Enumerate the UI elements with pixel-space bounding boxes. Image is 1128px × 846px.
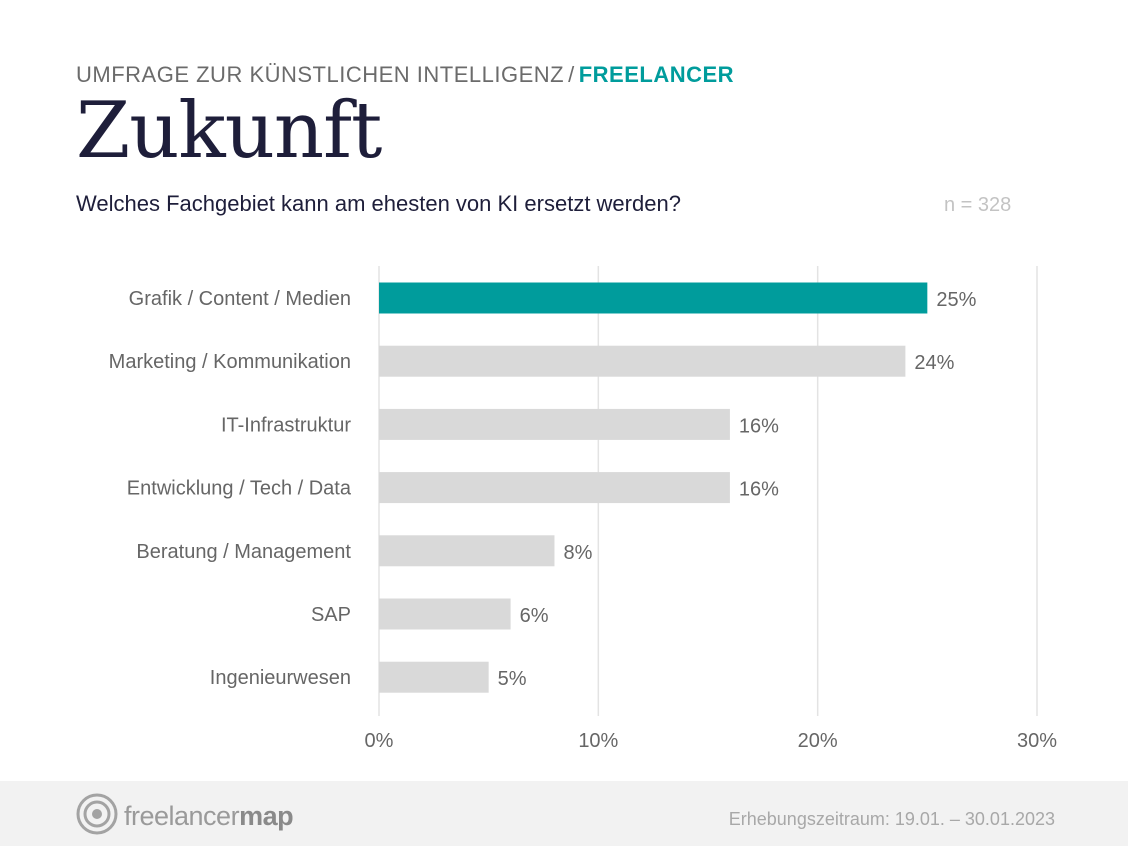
kicker-text: UMFRAGE ZUR KÜNSTLICHEN INTELLIGENZ	[76, 62, 565, 87]
category-label: Ingenieurwesen	[210, 667, 351, 689]
x-tick-label: 30%	[1017, 730, 1057, 752]
data-label: 16%	[739, 415, 779, 437]
logo-text-bold: map	[239, 801, 294, 831]
data-label: 16%	[739, 479, 779, 501]
data-label: 24%	[914, 352, 954, 374]
survey-kicker: UMFRAGE ZUR KÜNSTLICHEN INTELLIGENZ / FREE…	[76, 62, 734, 88]
bar	[379, 535, 555, 567]
category-label: Marketing / Kommunikation	[109, 351, 351, 373]
data-label: 6%	[520, 605, 549, 627]
category-label: Beratung / Management	[136, 541, 351, 563]
bar	[379, 345, 906, 377]
bar	[379, 408, 730, 440]
bar	[379, 661, 489, 693]
x-tick-label: 20%	[798, 730, 838, 752]
bar	[379, 472, 730, 504]
bar-chart: 0% 10% 20% 30% Grafik / Content / Medien 25% M…	[109, 266, 1057, 752]
chart-question: Welches Fachgebiet kann am ehesten von K…	[76, 191, 681, 216]
page-title: Zukunft	[76, 86, 382, 176]
footer-bar: freelancermap Erhebungszeitraum: 19.01. …	[0, 781, 1128, 846]
category-label: IT-Infrastruktur	[221, 414, 351, 436]
category-label: Grafik / Content / Medien	[129, 288, 351, 310]
x-tick-label: 10%	[578, 730, 618, 752]
bar	[379, 282, 928, 314]
logo-text-light: freelancer	[124, 801, 240, 831]
survey-period: Erhebungszeitraum: 19.01. – 30.01.2023	[728, 809, 1055, 829]
kicker-separator: /	[568, 62, 575, 87]
data-label: 25%	[936, 289, 976, 311]
sample-size-label: n = 328	[944, 194, 1012, 216]
freelancermap-logo-text: freelancermap	[124, 801, 294, 832]
bar	[379, 598, 511, 630]
x-tick-label: 0%	[365, 730, 394, 752]
category-label: Entwicklung / Tech / Data	[127, 478, 352, 500]
kicker-accent: FREELANCER	[578, 62, 735, 87]
data-label: 5%	[498, 668, 527, 690]
data-label: 8%	[563, 542, 592, 564]
freelancermap-logo-icon	[76, 793, 118, 835]
category-label: SAP	[311, 604, 351, 626]
